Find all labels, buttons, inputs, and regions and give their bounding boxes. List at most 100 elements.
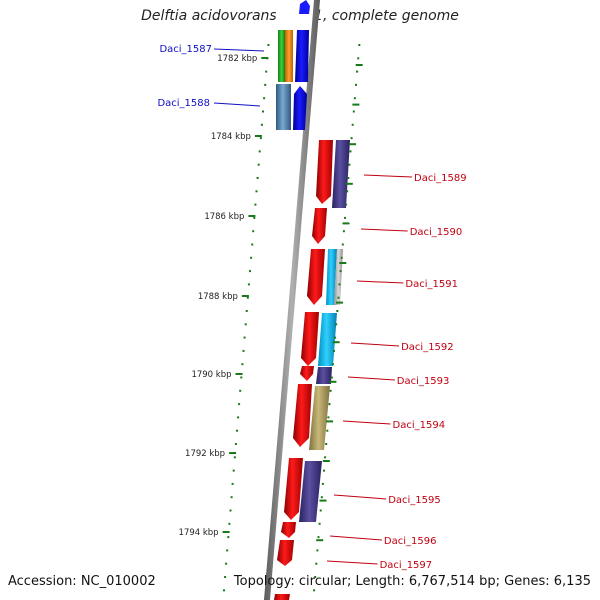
ruler-major-dash (329, 380, 337, 383)
ruler-dot-right (339, 270, 342, 273)
scale-tick-label: 1794 kbp (179, 528, 219, 538)
scale-tick-label: 1790 kbp (191, 370, 231, 380)
gene-label-right[interactable]: Daci_1591 (405, 279, 458, 290)
ruler-dot-left (245, 310, 248, 312)
gene-label-left[interactable]: Daci_1587 (159, 44, 212, 55)
ruler-major-dash (319, 499, 327, 502)
ruler-dot-left (231, 482, 234, 485)
ruler-dot-left (247, 283, 250, 286)
ruler-dot-right (346, 190, 349, 193)
scale-tick-mark (261, 57, 269, 59)
gene-callout-line (363, 174, 413, 178)
ruler-dot-right (313, 589, 316, 592)
gene-callout-line (326, 560, 378, 565)
ruler-dot-right (314, 576, 317, 578)
gene-label-right[interactable]: Daci_1590 (410, 227, 463, 238)
gene-feature (316, 367, 332, 384)
gene-feature (326, 249, 337, 305)
ruler-major-dash (352, 103, 360, 106)
gene-label-right[interactable]: Daci_1595 (388, 495, 441, 506)
gene-label-left[interactable]: Daci_1588 (157, 98, 210, 109)
ruler-dot-right (315, 562, 318, 565)
ruler-major-dash (342, 222, 350, 225)
ruler-dot-right (344, 216, 346, 219)
gene-feature (284, 458, 303, 520)
ruler-dot-right (345, 203, 348, 206)
ruler-dot-left (236, 429, 238, 432)
ruler-major-dash (332, 341, 340, 344)
ruler-dot-left (260, 123, 263, 126)
ruler-major-dash (322, 460, 330, 462)
ruler-dot-right (318, 522, 321, 525)
gene-feature-green (278, 30, 285, 82)
gene-label-right[interactable]: Daci_1593 (397, 376, 450, 387)
ruler-dot-left (223, 589, 225, 592)
gene-callout-line (356, 280, 404, 284)
ruler-dot-left (229, 509, 232, 512)
ruler-dot-right (328, 403, 331, 406)
ruler-dot-left (255, 190, 258, 193)
gene-label-right[interactable]: Daci_1597 (380, 560, 433, 571)
ruler-dot-left (228, 522, 231, 525)
top-marker (299, 0, 310, 14)
ruler-dot-left (254, 203, 257, 206)
ruler-dot-right (351, 123, 354, 126)
ruler-dot-right (316, 549, 319, 552)
gene-feature (309, 386, 330, 450)
ruler-major-dash (316, 539, 324, 542)
ruler-major-dash (355, 64, 363, 66)
ruler-dot-right (321, 482, 324, 485)
ruler-dot-left (239, 389, 242, 392)
ruler-dot-right (335, 323, 338, 326)
ruler-dot-left (256, 177, 259, 179)
gene-feature-blue (295, 30, 309, 82)
ruler-dot-left (246, 296, 249, 299)
gene-feature-orange (285, 30, 293, 82)
ruler-dot-left (237, 416, 240, 419)
ruler-dot-right (317, 536, 320, 539)
ruler-dot-left (251, 243, 254, 246)
ruler-dot-left (234, 443, 237, 445)
gene-label-right[interactable]: Daci_1594 (393, 420, 446, 431)
scale-tick-label: 1782 kbp (217, 54, 257, 64)
gene-callout-line (350, 342, 400, 347)
ruler-dot-right (356, 70, 359, 73)
ruler-dot-right (334, 336, 337, 339)
scale-tick-mark (235, 373, 243, 375)
gene-callout-line (213, 102, 261, 107)
ruler-dot-right (330, 376, 333, 379)
scale-tick-mark (229, 452, 237, 454)
ruler-dot-right (329, 389, 332, 392)
ruler-major-dash (339, 262, 347, 264)
scale-tick-mark (248, 215, 256, 217)
ruler-dot-left (257, 163, 260, 166)
gene-label-right[interactable]: Daci_1596 (384, 536, 437, 547)
ruler-dot-left (249, 270, 251, 273)
gene-callout-line (213, 48, 265, 52)
gene-label-right[interactable]: Daci_1592 (401, 342, 454, 353)
genome-stats-label: Topology: circular; Length: 6,767,514 bp… (233, 574, 591, 589)
gene-feature (274, 594, 290, 600)
ruler-dot-right (358, 44, 361, 46)
gene-label-right[interactable]: Daci_1589 (414, 173, 467, 184)
ruler-dot-left (262, 110, 264, 113)
ruler-dot-right (355, 83, 357, 86)
ruler-dot-left (264, 83, 267, 86)
ruler-dot-left (265, 70, 268, 73)
ruler-dot-right (352, 110, 355, 113)
ruler-dot-left (267, 44, 270, 46)
ruler-dot-right (319, 509, 322, 512)
ruler-dot-right (325, 443, 328, 445)
gene-feature-steel (276, 84, 291, 130)
ruler-dot-left (243, 336, 246, 339)
ruler-dot-left (259, 137, 262, 140)
ruler-dot-right (341, 243, 344, 246)
gene-callout-line (329, 535, 382, 541)
scale-tick-mark (241, 295, 249, 297)
ruler-major-dash (326, 420, 334, 423)
gene-feature (301, 312, 319, 366)
ruler-dot-left (258, 150, 261, 153)
ruler-dot-left (253, 216, 256, 219)
ruler-dot-left (263, 97, 266, 100)
